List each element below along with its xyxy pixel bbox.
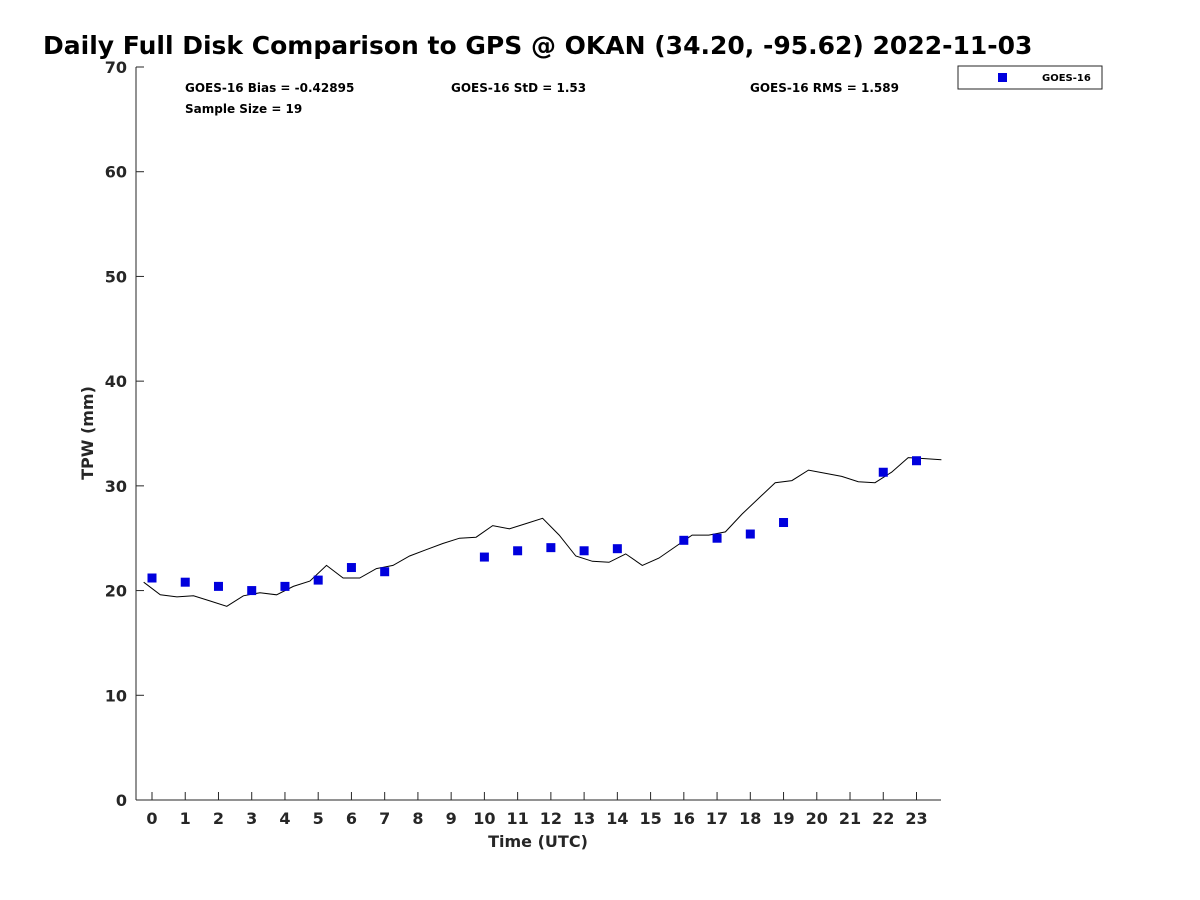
goes16-data-point [712, 533, 722, 543]
x-ticks: 0 1 2 3 4 5 6 7 8 9 10 11 12 13 14 15 16 17 18 19 20 21 22 23 [146, 792, 928, 828]
goes16-data-point [679, 535, 689, 545]
y-tick-label: 20 [105, 582, 127, 601]
goes16-data-point [579, 546, 589, 556]
x-tick-label: 7 [379, 809, 390, 828]
legend: GOES-16 [957, 65, 1103, 90]
gps-series-line [143, 457, 942, 607]
x-tick-label: 19 [772, 809, 794, 828]
legend-label: GOES-16 [1042, 73, 1091, 84]
x-tick-label: 12 [540, 809, 562, 828]
x-axis-label: Time (UTC) [488, 832, 588, 851]
x-tick-label: 4 [279, 809, 290, 828]
goes16-data-point [380, 567, 390, 577]
y-tick-label: 10 [105, 686, 127, 705]
y-axis-label: TPW (mm) [78, 386, 97, 480]
goes16-data-point [912, 456, 921, 466]
bias-stat: GOES-16 Bias = -0.42895 [185, 81, 354, 95]
y-tick-label: 70 [105, 58, 127, 77]
x-tick-label: 8 [412, 809, 423, 828]
goes16-data-point [346, 563, 356, 573]
x-tick-label: 11 [506, 809, 528, 828]
goes16-data-point [280, 581, 290, 591]
axes [135, 67, 941, 801]
goes16-data-point [180, 577, 190, 587]
x-tick-label: 9 [446, 809, 457, 828]
legend-marker [998, 73, 1007, 82]
x-tick-label: 10 [473, 809, 495, 828]
goes16-data-point [779, 518, 789, 528]
y-ticks: 0 10 20 30 40 50 60 70 [105, 58, 144, 810]
x-tick-label: 5 [313, 809, 324, 828]
x-tick-label: 3 [246, 809, 257, 828]
goes16-data-point [479, 552, 489, 562]
goes16-data-point [147, 573, 157, 583]
x-tick-label: 15 [639, 809, 661, 828]
x-tick-label: 22 [872, 809, 894, 828]
x-tick-label: 6 [346, 809, 357, 828]
goes16-data-point [513, 546, 523, 556]
x-tick-label: 20 [806, 809, 828, 828]
x-tick-label: 17 [706, 809, 728, 828]
x-tick-label: 0 [146, 809, 157, 828]
goes16-data-point [878, 467, 888, 477]
goes16-data-point [313, 575, 323, 585]
x-tick-label: 13 [573, 809, 595, 828]
goes16-data-point [745, 529, 755, 539]
y-tick-label: 30 [105, 477, 127, 496]
x-tick-label: 16 [673, 809, 695, 828]
goes16-data-point [247, 586, 257, 596]
y-tick-label: 40 [105, 372, 127, 391]
goes16-markers [147, 456, 921, 596]
y-tick-label: 50 [105, 267, 127, 286]
x-tick-label: 18 [739, 809, 761, 828]
goes16-data-point [612, 544, 622, 554]
std-stat: GOES-16 StD = 1.53 [451, 81, 586, 95]
chart-title: Daily Full Disk Comparison to GPS @ OKAN… [43, 31, 1032, 60]
rms-stat: GOES-16 RMS = 1.589 [750, 81, 899, 95]
x-tick-label: 2 [213, 809, 224, 828]
y-tick-label: 60 [105, 163, 127, 182]
x-tick-label: 21 [839, 809, 861, 828]
sample-size-stat: Sample Size = 19 [185, 102, 302, 116]
y-tick-label: 0 [116, 791, 127, 810]
x-tick-label: 14 [606, 809, 628, 828]
legend-box [957, 65, 1103, 90]
goes16-data-point [546, 543, 556, 553]
goes16-data-point [213, 581, 223, 591]
x-tick-label: 1 [180, 809, 191, 828]
x-tick-label: 23 [905, 809, 927, 828]
